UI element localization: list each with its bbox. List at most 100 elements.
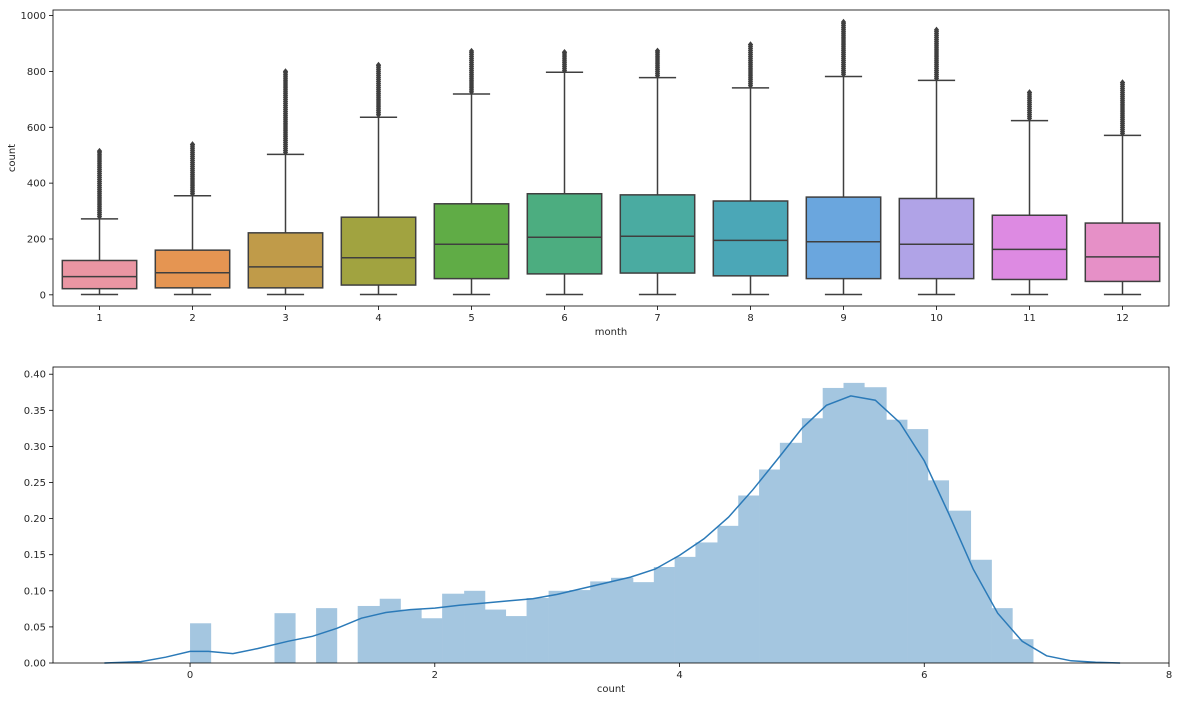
x-tick-label: 8 [1166, 670, 1172, 681]
box-month-12 [1084, 79, 1161, 296]
histogram-bar [526, 598, 549, 663]
outlier-point [375, 61, 382, 69]
y-tick-label: 1000 [21, 11, 46, 22]
histogram-bar [484, 609, 507, 663]
outlier-point [933, 26, 940, 34]
box-month-4 [340, 61, 417, 296]
histogram-bar [907, 429, 929, 663]
y-tick-label: 600 [27, 123, 46, 134]
box-iqr [526, 192, 603, 275]
box-month-7 [619, 47, 696, 296]
x-tick-label: 4 [375, 313, 381, 324]
x-tick-label: 0 [187, 670, 193, 681]
histogram-bar [695, 542, 718, 663]
y-tick-label: 0.35 [24, 406, 46, 417]
histogram-bar [991, 608, 1013, 663]
histogram-bar [464, 590, 486, 663]
histogram-bar [653, 566, 675, 663]
histogram-bar [801, 418, 823, 663]
box-month-2 [154, 141, 231, 296]
histogram-bar [633, 582, 655, 663]
box-month-6 [526, 48, 603, 296]
histogram-panel [104, 382, 1121, 664]
box-month-8 [712, 41, 789, 296]
kde-line [104, 395, 1121, 664]
x-tick-label: 8 [747, 313, 753, 324]
box-month-1 [61, 147, 138, 296]
y-tick-label: 0.15 [24, 550, 46, 561]
x-tick-label: 9 [840, 313, 846, 324]
histogram-bar [970, 559, 992, 663]
outlier-point [468, 47, 475, 55]
y-tick-label: 0.05 [24, 622, 46, 633]
histogram-bar [442, 593, 465, 663]
histogram-bar [717, 525, 739, 663]
box-iqr [898, 197, 975, 280]
box-iqr [1084, 222, 1161, 283]
y-axis-label: count [7, 144, 18, 172]
y-tick-label: 0.25 [24, 478, 46, 489]
histogram-bar [1012, 639, 1034, 663]
histogram-bar [190, 623, 212, 663]
box-iqr [154, 249, 231, 289]
x-tick-label: 11 [1023, 313, 1036, 324]
histogram-bar [569, 590, 591, 663]
x-tick-label: 12 [1116, 313, 1129, 324]
histogram-bar [738, 495, 760, 663]
box-iqr [805, 196, 882, 280]
y-tick-label: 0.10 [24, 586, 46, 597]
histogram-bar [611, 577, 634, 663]
box-iqr [61, 259, 138, 290]
outlier-point [840, 18, 847, 26]
box-iqr [340, 216, 417, 286]
outlier-point [282, 68, 289, 75]
outlier-point [1026, 89, 1033, 96]
x-tick-label: 6 [561, 313, 567, 324]
y-tick-label: 0.00 [24, 659, 46, 670]
y-tick-label: 800 [27, 67, 46, 78]
plot-frame-bottom [52, 366, 1170, 664]
box-iqr [619, 194, 696, 274]
y-tick-label: 200 [27, 234, 46, 245]
outlier-point [561, 48, 568, 56]
box-month-5 [433, 47, 510, 296]
boxplot-panel [61, 18, 1161, 296]
histogram-bar [886, 419, 908, 663]
outlier-point [747, 41, 754, 48]
histogram-bar [400, 609, 422, 663]
histogram-bar [927, 480, 950, 663]
box-month-10 [898, 26, 975, 296]
histogram-bar [379, 598, 401, 663]
x-tick-label: 2 [432, 670, 438, 681]
outlier-point [1119, 79, 1126, 86]
histogram-bar [357, 605, 381, 663]
histogram-bar [590, 581, 612, 663]
outlier-point [189, 141, 196, 148]
x-tick-label: 7 [654, 313, 660, 324]
y-tick-label: 0 [40, 290, 46, 301]
x-axis-label: count [597, 684, 625, 695]
histogram-bar [505, 616, 527, 663]
histogram-bar [421, 618, 443, 663]
x-tick-label: 2 [189, 313, 195, 324]
box-iqr [433, 203, 510, 280]
histogram-bar [779, 442, 803, 663]
x-tick-label: 5 [468, 313, 474, 324]
y-tick-label: 0.20 [24, 514, 46, 525]
box-iqr [712, 200, 789, 277]
box-month-3 [247, 68, 324, 296]
y-tick-label: 400 [27, 179, 46, 190]
histogram-bar [674, 556, 696, 663]
x-tick-label: 1 [96, 313, 102, 324]
x-tick-label: 3 [282, 313, 288, 324]
outlier-point [654, 47, 661, 54]
histogram-bar [759, 469, 781, 663]
histogram-bar [274, 613, 296, 663]
box-month-11 [991, 89, 1068, 296]
box-iqr [991, 214, 1068, 281]
y-tick-label: 0.40 [24, 370, 46, 381]
histogram-bar [822, 387, 844, 663]
histogram-bar [316, 608, 338, 663]
x-tick-label: 10 [930, 313, 943, 324]
plot-frame-top [52, 9, 1170, 307]
